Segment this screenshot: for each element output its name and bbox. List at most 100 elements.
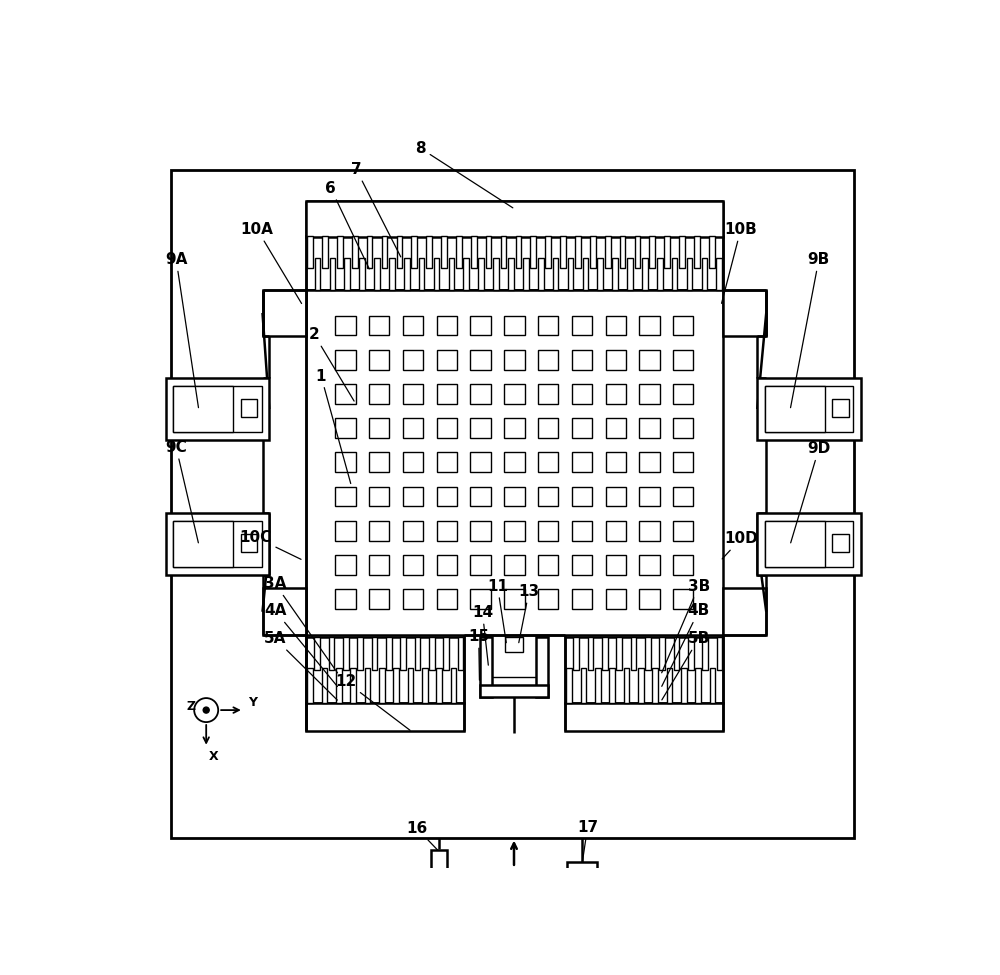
Bar — [664, 236, 670, 268]
Bar — [538, 521, 558, 541]
Text: 11: 11 — [487, 579, 508, 643]
Bar — [403, 316, 423, 335]
Bar — [241, 534, 257, 553]
Bar — [329, 637, 334, 670]
Bar — [575, 236, 581, 268]
Bar — [306, 201, 723, 237]
Bar — [451, 668, 456, 703]
Bar — [369, 350, 389, 370]
Bar — [372, 637, 377, 670]
Bar — [612, 258, 618, 290]
Bar — [523, 258, 529, 290]
Bar — [389, 258, 395, 290]
Text: 9C: 9C — [165, 440, 198, 543]
Bar — [627, 258, 633, 290]
Bar — [422, 668, 428, 703]
Bar — [403, 452, 423, 472]
Bar — [530, 236, 536, 268]
Bar — [567, 863, 597, 888]
Bar — [470, 316, 491, 335]
Bar — [642, 258, 648, 290]
Bar — [306, 236, 723, 290]
Bar — [609, 668, 615, 703]
Bar — [480, 684, 548, 696]
Bar — [673, 521, 693, 541]
Bar — [470, 452, 491, 472]
Bar — [538, 487, 558, 506]
Bar — [606, 418, 626, 438]
Bar — [832, 399, 849, 417]
Text: 9D: 9D — [791, 442, 830, 543]
Bar — [566, 668, 572, 703]
Bar — [765, 386, 853, 432]
Bar — [470, 589, 491, 609]
Bar — [674, 637, 679, 670]
Bar — [426, 236, 432, 268]
Bar — [538, 418, 558, 438]
Bar — [635, 236, 640, 268]
Bar — [367, 236, 372, 268]
Bar — [441, 236, 447, 268]
Bar — [673, 418, 693, 438]
Text: 16: 16 — [407, 821, 438, 850]
Bar — [679, 236, 685, 268]
Bar — [694, 236, 700, 268]
Bar — [369, 452, 389, 472]
Bar — [505, 637, 523, 651]
Bar — [369, 589, 389, 609]
Bar — [723, 589, 766, 635]
Bar — [307, 236, 313, 268]
Bar — [400, 637, 406, 670]
Text: 8: 8 — [416, 141, 513, 208]
Bar — [687, 258, 692, 290]
Bar — [673, 316, 693, 335]
Bar — [315, 258, 320, 290]
Bar — [583, 258, 588, 290]
Bar — [386, 637, 392, 670]
Bar — [504, 521, 525, 541]
Bar — [645, 637, 651, 670]
Bar — [606, 487, 626, 506]
Bar — [659, 637, 665, 670]
Bar — [605, 236, 611, 268]
Bar — [504, 384, 525, 404]
Bar — [572, 418, 592, 438]
Bar — [437, 555, 457, 575]
Bar — [538, 555, 558, 575]
Bar — [470, 418, 491, 438]
Bar — [757, 378, 861, 440]
Bar — [369, 555, 389, 575]
Bar — [538, 384, 558, 404]
Bar — [639, 521, 660, 541]
Bar — [657, 258, 663, 290]
Bar — [173, 386, 262, 432]
Bar — [166, 514, 269, 575]
Bar — [411, 236, 417, 268]
Bar — [307, 668, 313, 703]
Bar — [314, 637, 320, 670]
Bar — [335, 384, 356, 404]
Bar — [606, 521, 626, 541]
Bar — [470, 350, 491, 370]
Bar — [572, 487, 592, 506]
Bar — [403, 418, 423, 438]
Bar — [639, 555, 660, 575]
Bar — [606, 350, 626, 370]
Text: 1: 1 — [316, 369, 351, 484]
Bar — [437, 589, 457, 609]
Bar — [639, 589, 660, 609]
Bar — [493, 258, 499, 290]
Bar — [638, 668, 644, 703]
Bar — [538, 589, 558, 609]
Text: 10D: 10D — [722, 531, 758, 559]
Bar — [335, 487, 356, 506]
Bar — [263, 290, 306, 336]
Bar — [403, 521, 423, 541]
Bar — [171, 170, 854, 838]
Bar — [572, 521, 592, 541]
Bar — [757, 514, 861, 575]
Bar — [369, 521, 389, 541]
Bar — [437, 487, 457, 506]
Bar — [470, 555, 491, 575]
Bar — [415, 637, 420, 670]
